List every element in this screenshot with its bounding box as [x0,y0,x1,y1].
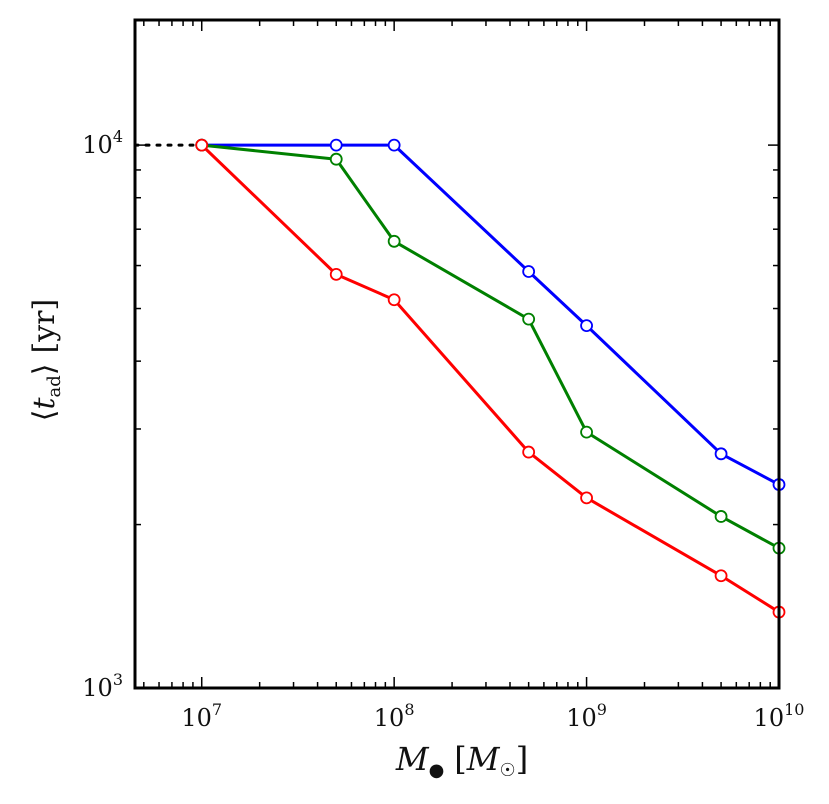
y-tick-label: 103 [82,670,123,702]
y-axis-label-open: ⟨ [27,410,62,422]
x-tick-label-exponent: 8 [404,700,414,719]
y-tick-label-exponent: 4 [113,127,123,146]
series-point-green [522,312,536,326]
series-point-blue [714,447,728,461]
y-tick-label: 104 [82,127,123,159]
series-point-green [580,425,593,439]
series-point-red [387,293,401,307]
series-point-red [580,491,593,505]
plot-frame [133,18,781,690]
series-point-blue [580,319,593,333]
series-line-green [201,143,780,550]
x-tick-label-exponent: 7 [212,700,222,719]
x-axis-label-unit-open: [ [454,740,466,778]
series-point-red [522,445,536,459]
series-point-blue [329,138,343,152]
series-line-red [200,144,780,614]
series-point-green [387,234,401,248]
series-point-blue [387,138,401,152]
series-point-blue [522,265,536,278]
x-axis-label-subscript: ● [429,760,445,781]
x-axis-label-unit-subscript: ☉ [500,760,516,781]
x-tick-label: 107 [181,700,222,732]
y-axis-label: ⟨tad⟩ [yr] [27,299,65,421]
x-axis-label-unit-symbol: M [466,740,501,778]
x-axis-label: M● [M☉] [395,740,528,781]
y-axis-label-close: ⟩ [27,363,62,375]
y-axis-label-unit: [yr] [27,299,62,354]
x-tick-label-exponent: 9 [597,700,607,719]
ticks-layer [135,20,780,689]
series-point-red [714,569,728,583]
series-point-red [195,138,209,152]
x-axis-label-unit-close: ] [516,740,528,778]
y-tick-label-exponent: 3 [113,670,123,689]
series-point-green [329,152,343,166]
axes-frame [133,18,781,690]
x-tick-label: 108 [374,700,415,732]
series-point-red [329,267,343,281]
x-tick-label: 1010 [754,700,805,732]
y-axis-label-symbol: t [27,397,62,410]
x-tick-label-base: 10 [181,704,212,732]
x-tick-label-base: 10 [754,704,785,732]
series-point-green [714,510,728,523]
x-tick-label: 109 [566,700,607,732]
y-tick-label-base: 10 [82,674,113,702]
x-tick-label-base: 10 [374,704,405,732]
series-layer [133,138,786,619]
y-tick-label-base: 10 [82,131,113,159]
x-tick-label-exponent: 10 [784,700,804,719]
x-tick-label-base: 10 [566,704,597,732]
x-axis-label-symbol: M [395,740,430,778]
y-axis-label-subscript: ad [44,375,65,397]
series-line-blue [201,143,780,486]
